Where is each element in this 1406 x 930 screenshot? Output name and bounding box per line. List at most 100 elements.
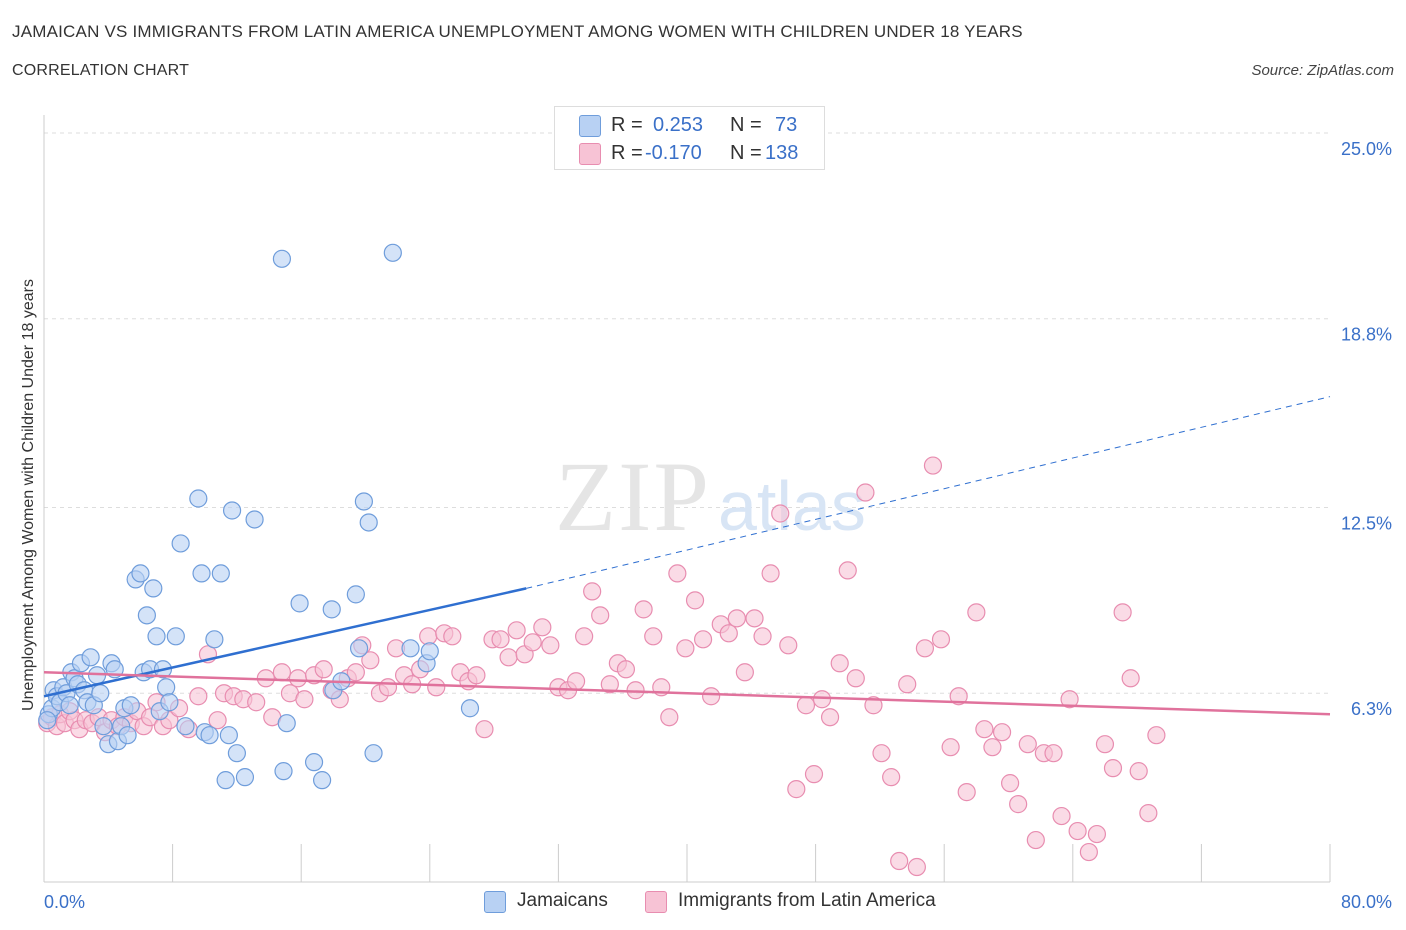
legend-n-value-immigrants: 138 bbox=[765, 142, 799, 164]
legend-r-value-jamaicans: 0.253 bbox=[653, 114, 704, 136]
immigrants-point-102 bbox=[846, 669, 865, 688]
immigrants-point-35 bbox=[288, 669, 308, 688]
immigrants-point-84 bbox=[693, 630, 713, 649]
legend-r-label: R = bbox=[611, 142, 643, 164]
immigrants-point-113 bbox=[941, 738, 960, 757]
immigrants-point-65 bbox=[533, 618, 552, 637]
jamaicans-point-36 bbox=[157, 678, 176, 697]
immigrants-point-57 bbox=[467, 666, 486, 685]
jamaicans-point-56 bbox=[290, 594, 309, 613]
trend-line-immigrants bbox=[43, 671, 1331, 716]
immigrants-point-129 bbox=[1079, 842, 1098, 862]
immigrants-point-60 bbox=[491, 630, 510, 649]
immigrants-point-135 bbox=[1129, 762, 1148, 781]
trend-line-jamaicans-dashed bbox=[526, 396, 1331, 589]
jamaicans-point-33 bbox=[147, 627, 166, 646]
jamaicans-point-44 bbox=[200, 726, 219, 745]
immigrants-point-54 bbox=[443, 627, 462, 646]
immigrants-point-126 bbox=[1052, 806, 1071, 826]
jamaicans-point-48 bbox=[219, 726, 238, 745]
watermark-atlas: atlas bbox=[718, 467, 866, 545]
jamaicans-point-54 bbox=[274, 762, 293, 781]
immigrants-point-91 bbox=[753, 627, 772, 646]
legend-n-label: N = bbox=[730, 142, 762, 164]
immigrants-point-132 bbox=[1103, 759, 1123, 778]
y-tick-label-2: 18.8% bbox=[1341, 325, 1392, 345]
jamaicans-point-18 bbox=[94, 717, 113, 736]
immigrants-point-78 bbox=[644, 627, 663, 646]
jamaicans-point-40 bbox=[176, 717, 195, 736]
immigrants-point-100 bbox=[830, 654, 849, 673]
trend-line-jamaicans-solid bbox=[43, 587, 527, 698]
tick-labels: 6.3% 12.5% 18.8% 25.0% 0.0% 80.0% bbox=[44, 139, 1392, 912]
jamaicans-point-28 bbox=[131, 564, 150, 583]
immigrants-point-72 bbox=[591, 606, 610, 625]
immigrants-point-95 bbox=[787, 780, 806, 799]
jamaicans-point-42 bbox=[192, 564, 211, 583]
immigrants-point-121 bbox=[1009, 795, 1028, 814]
immigrants-point-94 bbox=[779, 636, 798, 655]
immigrants-point-134 bbox=[1121, 669, 1140, 688]
immigrants-point-51 bbox=[419, 627, 438, 646]
jamaicans-point-45 bbox=[205, 630, 224, 649]
jamaicans-point-7 bbox=[60, 696, 79, 715]
immigrants-point-90 bbox=[745, 609, 764, 628]
immigrants-point-111 bbox=[923, 456, 943, 475]
jamaicans-point-64 bbox=[354, 492, 373, 511]
immigrants-point-107 bbox=[890, 851, 909, 871]
jamaicans-point-52 bbox=[245, 510, 264, 529]
immigrants-point-36 bbox=[295, 690, 314, 709]
jamaicans-point-25 bbox=[118, 726, 137, 745]
immigrants-point-101 bbox=[838, 561, 857, 580]
immigrants-point-89 bbox=[735, 663, 754, 682]
jamaicans-point-72 bbox=[38, 711, 57, 730]
immigrants-point-69 bbox=[566, 672, 586, 691]
immigrants-point-33 bbox=[272, 663, 292, 682]
immigrants-point-81 bbox=[668, 564, 687, 583]
immigrants-point-136 bbox=[1139, 803, 1158, 823]
jamaicans-point-39 bbox=[171, 534, 190, 553]
immigrants-point-125 bbox=[1044, 744, 1063, 763]
watermark: ZIP atlas bbox=[555, 441, 866, 552]
immigrants-point-62 bbox=[507, 621, 526, 640]
immigrants-point-66 bbox=[541, 636, 560, 655]
immigrants-point-116 bbox=[967, 603, 986, 622]
immigrants-point-127 bbox=[1060, 690, 1079, 709]
immigrants-point-88 bbox=[727, 609, 746, 628]
jamaicans-point-67 bbox=[383, 243, 402, 262]
immigrants-point-93 bbox=[771, 504, 790, 523]
trend-lines bbox=[43, 396, 1331, 716]
jamaicans-point-38 bbox=[166, 627, 185, 646]
immigrants-point-64 bbox=[523, 633, 542, 652]
immigrants-point-104 bbox=[864, 696, 883, 715]
y-tick-label-1: 12.5% bbox=[1341, 513, 1392, 533]
jamaicans-point-68 bbox=[401, 639, 420, 658]
immigrants-point-98 bbox=[812, 690, 832, 709]
immigrants-point-38 bbox=[314, 660, 333, 679]
x-tick-label-0: 0.0% bbox=[44, 892, 85, 912]
jamaicans-point-41 bbox=[189, 489, 208, 508]
immigrants-point-77 bbox=[634, 600, 653, 619]
jamaicans-point-14 bbox=[81, 648, 100, 667]
chart-subtitle: CORRELATION CHART bbox=[12, 62, 190, 79]
immigrants-point-83 bbox=[685, 591, 705, 610]
y-tick-label-0: 6.3% bbox=[1351, 699, 1392, 719]
immigrants-point-46 bbox=[378, 678, 398, 697]
jamaicans-point-53 bbox=[272, 249, 292, 268]
jamaicans-point-58 bbox=[312, 771, 332, 790]
immigrants-point-110 bbox=[915, 639, 935, 658]
jamaicans-point-17 bbox=[91, 684, 110, 703]
immigrants-point-106 bbox=[882, 768, 901, 787]
immigrants-point-92 bbox=[761, 564, 780, 583]
bottom-legend-swatch-jamaicans bbox=[484, 891, 506, 913]
bottom-legend-swatch-immigrants bbox=[645, 891, 667, 913]
immigrants-point-114 bbox=[949, 687, 968, 706]
jamaicans-point-32 bbox=[144, 579, 163, 598]
immigrants-point-82 bbox=[676, 639, 695, 658]
immigrants-point-108 bbox=[898, 675, 917, 694]
immigrants-point-112 bbox=[931, 630, 951, 649]
jamaicans-point-55 bbox=[277, 714, 296, 733]
immigrants-point-123 bbox=[1026, 830, 1045, 850]
jamaicans-point-71 bbox=[460, 699, 480, 718]
